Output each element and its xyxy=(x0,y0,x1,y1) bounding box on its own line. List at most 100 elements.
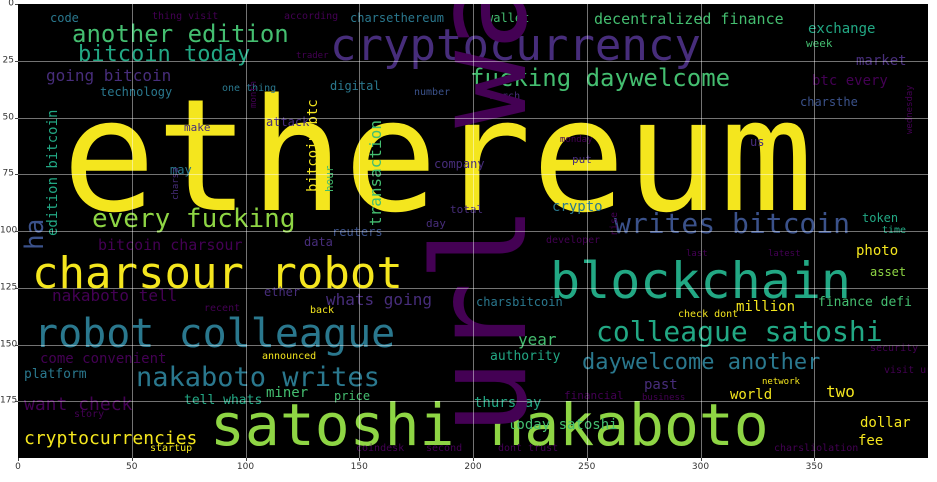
word-bitcoin-today: bitcoin today xyxy=(78,42,251,67)
word-two: world xyxy=(730,387,773,403)
word-charsthe: charsthe xyxy=(800,95,858,109)
x-tick-label: 100 xyxy=(236,462,255,472)
word-data: data xyxy=(304,235,333,249)
word-ha: url want xyxy=(407,4,556,436)
word-time: time xyxy=(882,225,907,236)
word-ethereum: ethereum xyxy=(62,65,814,247)
word-attack: attack xyxy=(266,115,310,129)
y-tick-label: 150 xyxy=(0,339,18,349)
word-charsethereum: charsethereum xyxy=(350,11,444,25)
x-tick-mark xyxy=(245,458,247,461)
word-us: us xyxy=(750,135,765,149)
word-tell-whats: want check xyxy=(24,394,133,415)
word-btc-every: btc every xyxy=(812,73,888,89)
word-reuters: reuters xyxy=(332,225,383,239)
x-tick-mark xyxy=(18,458,19,461)
word-fucking-daywelcome: fucking daywelcome xyxy=(470,64,731,92)
word-total: total xyxy=(450,203,484,216)
word-robot-colleague: robot colleague xyxy=(34,311,396,357)
word-rise: charsa xyxy=(171,167,181,200)
word-digital: digital xyxy=(330,79,381,93)
word-coindesk: startup xyxy=(150,443,193,454)
word-thursday: price xyxy=(334,389,371,403)
word-transaction: edition bitcoin xyxy=(45,109,61,236)
word-price: miner xyxy=(266,385,309,401)
word-visit-url: security xyxy=(870,343,919,354)
word-may: may xyxy=(170,163,192,177)
word-wednesday: month xyxy=(249,80,259,108)
word-day: day xyxy=(426,217,446,230)
word-business: network xyxy=(762,377,800,387)
y-tick-mark xyxy=(15,174,18,176)
word-second: coindesk xyxy=(356,443,405,454)
word-year: year xyxy=(518,330,557,349)
y-tick-mark xyxy=(15,344,18,346)
word-satoshi-nakaboto: satoshi nakaboto xyxy=(210,391,769,458)
x-tick-label: 200 xyxy=(464,462,482,472)
x-tick-label: 50 xyxy=(126,462,138,472)
word-asset: asset xyxy=(870,265,907,279)
word-security: financial xyxy=(564,389,624,402)
word-make: make xyxy=(184,121,211,134)
x-tick-label: 0 xyxy=(15,462,21,472)
word-developer: developer xyxy=(546,235,601,246)
word-march: march xyxy=(490,91,521,102)
word-today-satoshi: cryptocurrencies xyxy=(24,428,198,449)
word-crypto: crypto xyxy=(552,199,603,215)
word-photo: photo xyxy=(856,243,899,259)
word-network: two xyxy=(826,382,855,401)
word-dont-trust: second xyxy=(426,443,463,454)
word-charsour-robot: charsour robot xyxy=(32,248,403,299)
word-platform: come convenient xyxy=(40,351,167,367)
x-tick-mark xyxy=(131,458,133,461)
y-tick-label: 75 xyxy=(2,168,14,179)
y-tick-mark xyxy=(15,287,18,289)
word-wallet: wallet xyxy=(486,11,530,25)
y-tick-label: 50 xyxy=(2,112,14,122)
word-world: past xyxy=(644,377,678,393)
y-tick-label: 125 xyxy=(0,282,18,293)
word-cryptocurrency: cryptocurrency xyxy=(330,20,701,71)
word-market: market xyxy=(856,53,907,69)
y-tick-label: 100 xyxy=(0,225,18,236)
y-tick-mark xyxy=(15,60,18,62)
word-number: number xyxy=(414,87,451,98)
word-fee: dollar xyxy=(860,415,911,431)
word-announced: authority xyxy=(490,349,561,364)
x-tick-label: 150 xyxy=(350,462,368,472)
word-one-thing: one thing xyxy=(222,83,277,94)
y-tick-mark xyxy=(15,231,18,232)
word-startup: fee xyxy=(858,433,884,449)
y-tick-label: 25 xyxy=(2,55,14,66)
y-tick-label: 0 xyxy=(8,0,14,9)
word-put: put xyxy=(572,153,592,166)
word-url-want: charsliolation xyxy=(774,443,859,454)
word-blockchain: blockchain xyxy=(550,252,852,310)
word-nakaboto-writes: nakaboto writes xyxy=(136,362,380,393)
word-bitcoin-btc: transaction xyxy=(366,120,385,226)
y-tick-mark xyxy=(15,4,18,5)
word-come-convenient: check dont xyxy=(678,309,739,320)
word-charsliolation: dont trust xyxy=(498,443,559,454)
word-colleague-satoshi: colleague satoshi xyxy=(596,315,883,348)
y-tick-mark xyxy=(15,117,18,119)
word-another-edition: another edition xyxy=(72,20,289,48)
word-every-fucking: every fucking xyxy=(92,204,296,234)
x-tick-label: 350 xyxy=(805,462,823,472)
word-story: visit url xyxy=(884,365,928,376)
word-million: million xyxy=(736,299,796,315)
wordcloud-words: ethereum cryptocurrency blockchain satos… xyxy=(18,4,928,458)
word-going-bitcoin: going bitcoin xyxy=(46,66,172,85)
word-thing-visit: thing visit xyxy=(152,11,219,22)
word-charsbitcoin: charsbitcoin xyxy=(476,295,563,309)
word-monday: monday xyxy=(560,135,593,145)
word-trader: trader xyxy=(296,51,329,61)
x-tick-mark xyxy=(814,458,816,461)
word-financial: business xyxy=(642,393,686,403)
word-technology: technology xyxy=(100,85,173,99)
x-tick-label: 300 xyxy=(691,462,710,472)
word-according: according xyxy=(284,11,339,22)
x-tick-mark xyxy=(586,458,588,461)
word-convenient-wrapper: wednesday xyxy=(905,85,915,134)
word-month: rise xyxy=(609,211,620,236)
